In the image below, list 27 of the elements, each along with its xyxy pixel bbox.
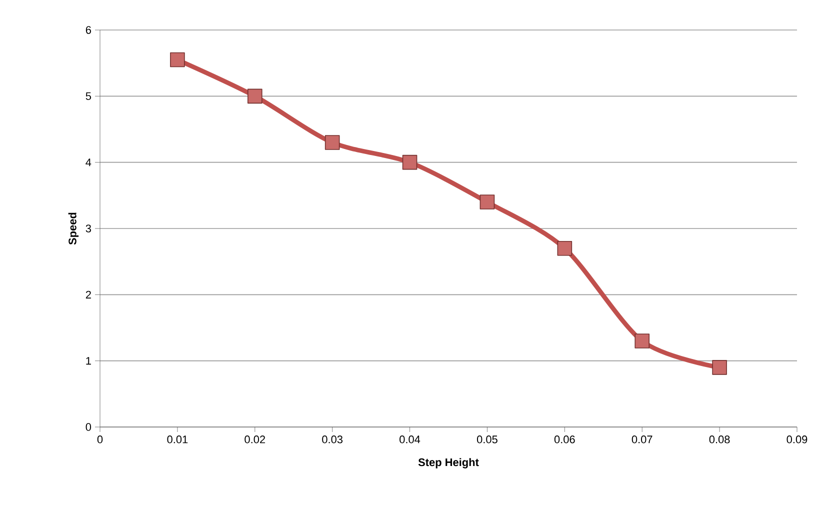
x-tick-label: 0.04 (400, 436, 420, 444)
point (712, 360, 727, 375)
point (557, 240, 572, 256)
point (480, 194, 495, 210)
y-tick-label: 6 (86, 26, 91, 34)
x-tick-label: 0.09 (786, 436, 808, 444)
y-tick-label: 0 (86, 423, 92, 431)
x-tick-label: 0.03 (322, 436, 343, 444)
x-tick-label: 0.01 (167, 436, 188, 444)
x-tick-label: 0.06 (554, 436, 575, 444)
y-tick-label: 1 (86, 357, 91, 365)
x-tick-label: 0.08 (709, 436, 730, 444)
point (170, 52, 185, 68)
point (402, 154, 418, 170)
x-axis-title: Step Height (418, 458, 479, 468)
y-tick-label: 5 (86, 92, 92, 100)
x-tick-label: 0.05 (476, 436, 498, 444)
y-axis-title: Speed (68, 212, 79, 245)
x-tick-label: 0.02 (244, 436, 266, 444)
x-tick-label: 0.07 (632, 436, 652, 444)
y-tick-label: 4 (86, 158, 92, 166)
point (634, 334, 650, 348)
point (324, 135, 340, 150)
y-tick-label: 2 (86, 290, 91, 298)
y-tick-label: 3 (86, 224, 91, 232)
point (247, 88, 262, 104)
x-tick-label: 0 (97, 436, 103, 444)
